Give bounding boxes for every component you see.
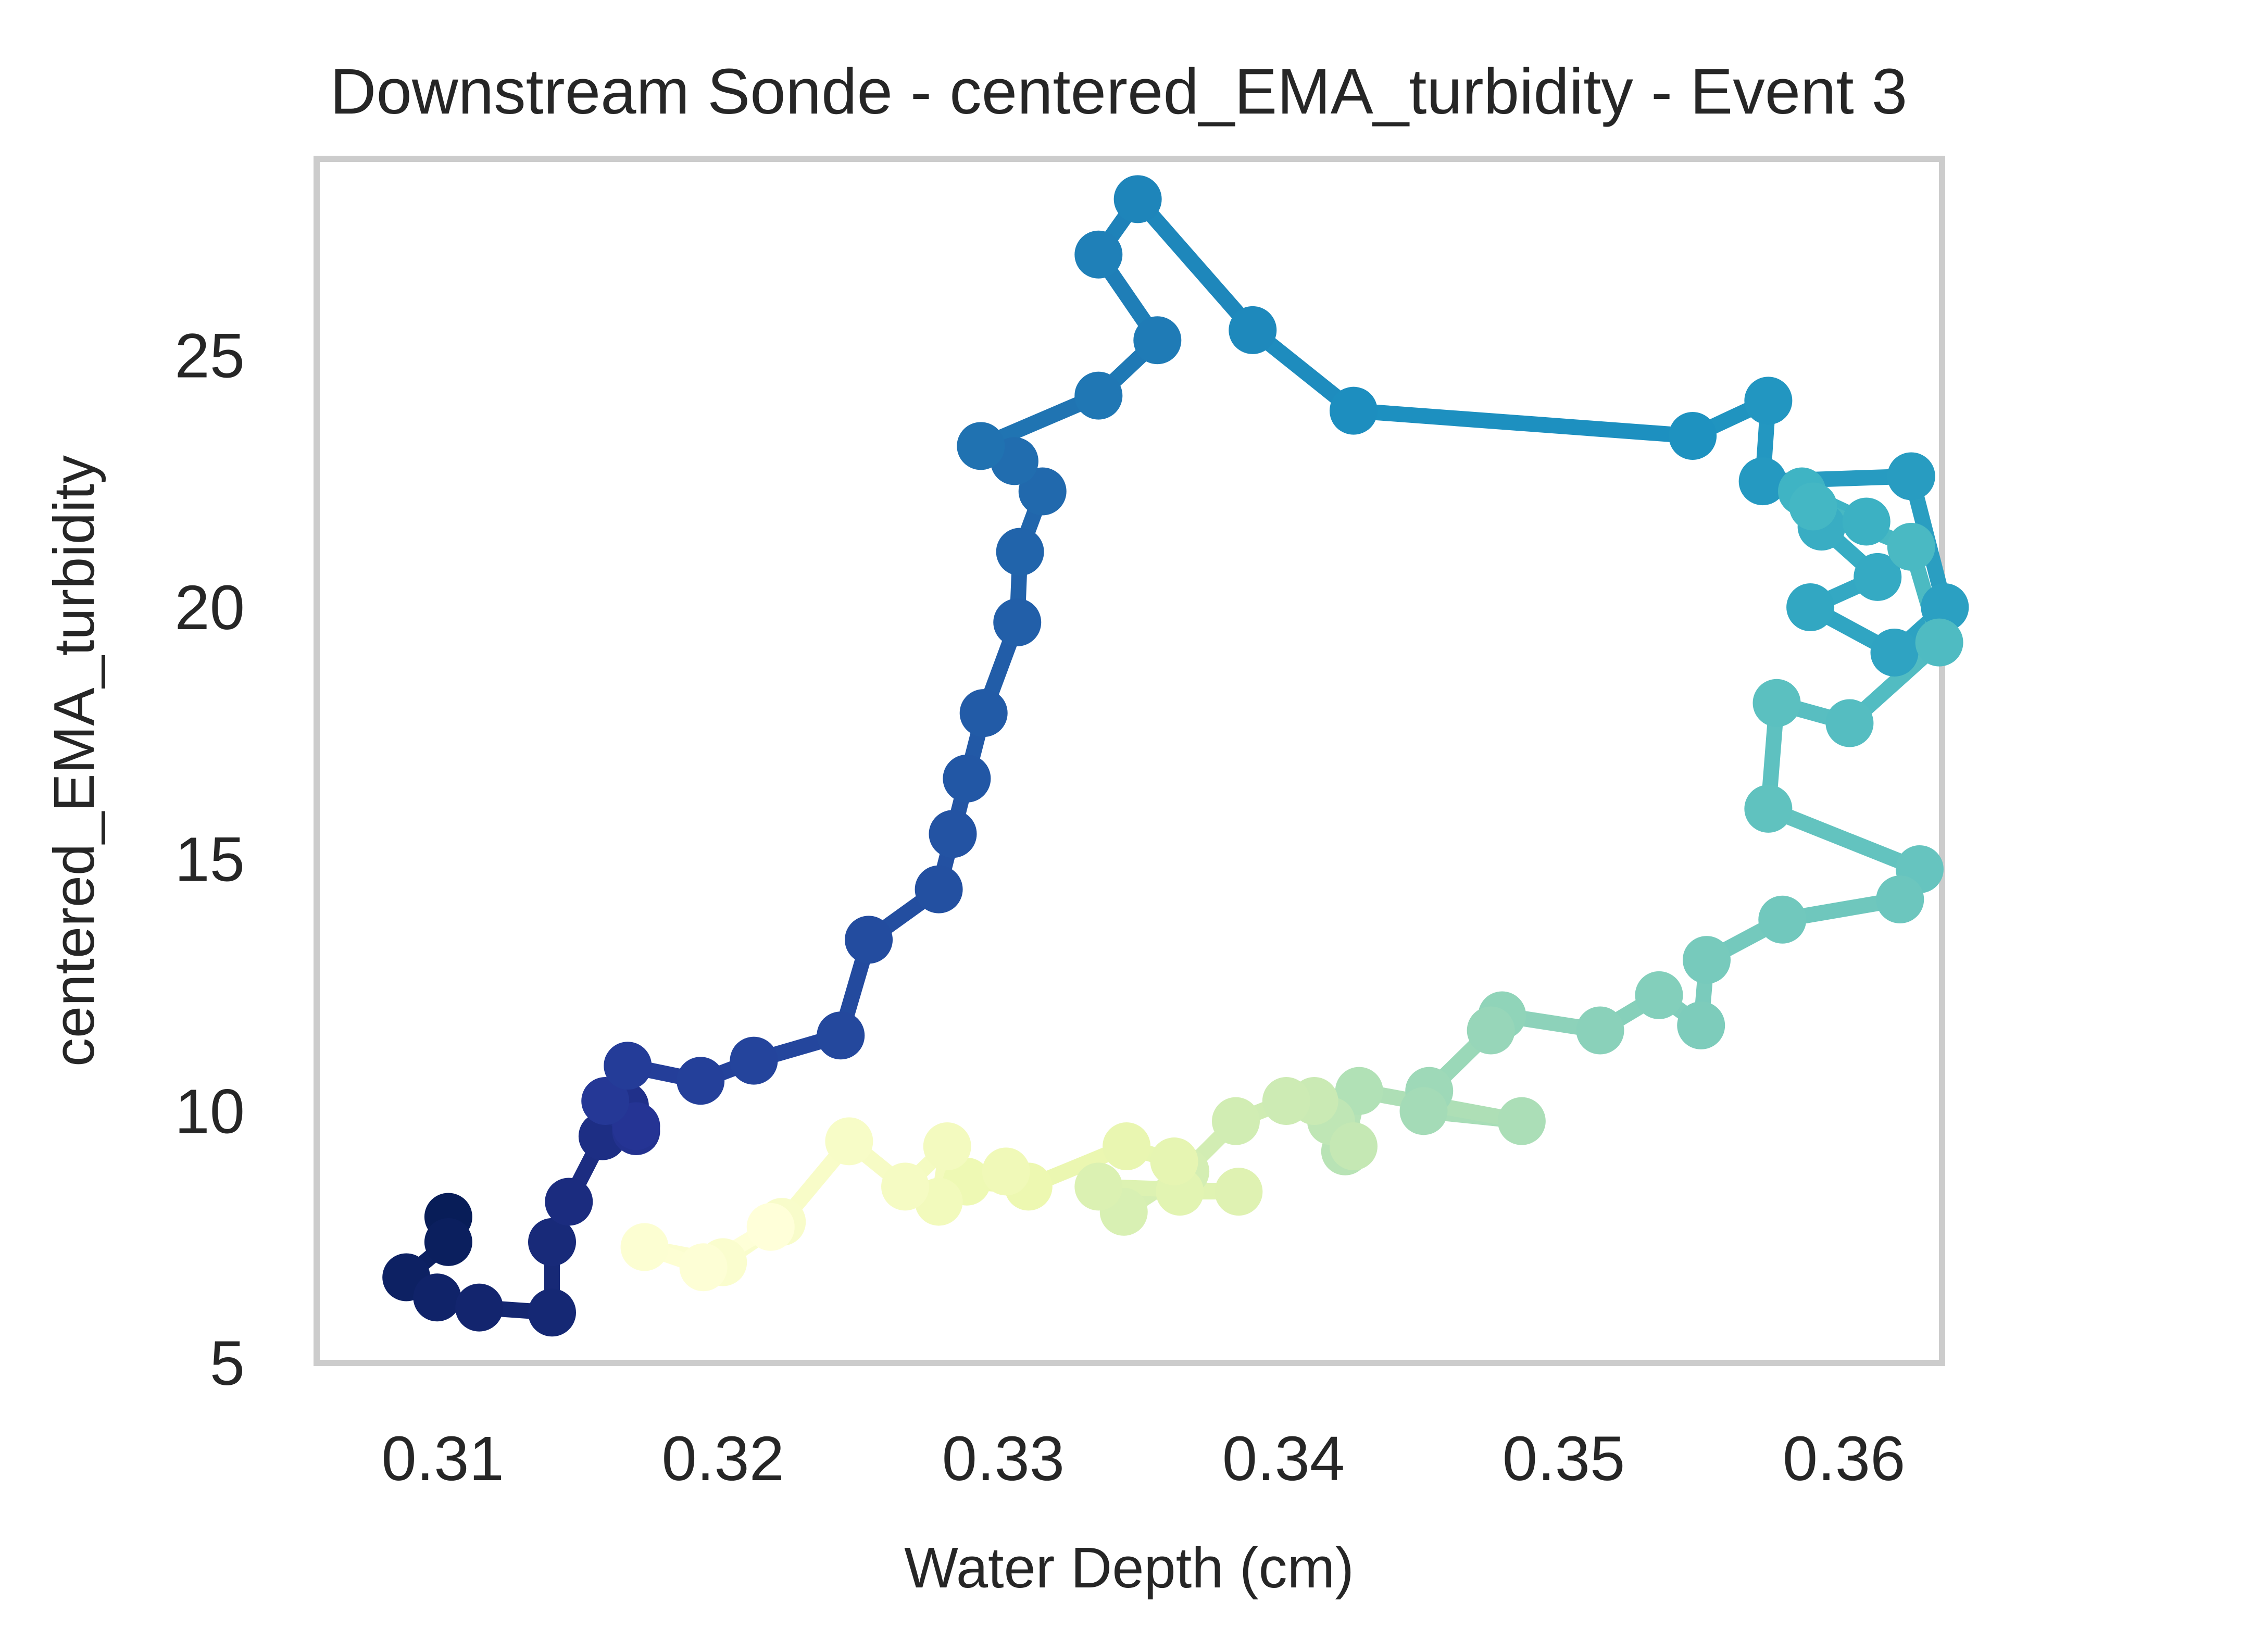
data-point bbox=[424, 1218, 472, 1266]
data-point bbox=[1789, 482, 1837, 531]
data-point bbox=[1870, 629, 1919, 677]
data-point bbox=[1335, 1067, 1383, 1115]
data-point bbox=[581, 1077, 630, 1125]
x-tick-label: 0.33 bbox=[942, 1423, 1065, 1494]
data-point bbox=[1329, 386, 1378, 435]
data-point bbox=[1887, 522, 1935, 571]
x-tick-label: 0.36 bbox=[1783, 1423, 1906, 1494]
data-point bbox=[679, 1243, 728, 1292]
data-point bbox=[1576, 1006, 1624, 1055]
data-point bbox=[915, 865, 963, 913]
data-point bbox=[1682, 936, 1731, 984]
data-point bbox=[746, 1203, 795, 1251]
data-point bbox=[1752, 679, 1801, 727]
data-layer bbox=[382, 175, 1969, 1337]
y-axis-ticks: 5 10 15 20 25 bbox=[174, 320, 245, 1398]
x-axis-ticks: 0.31 0.32 0.33 0.34 0.35 0.36 bbox=[381, 1423, 1905, 1494]
data-point bbox=[528, 1288, 577, 1337]
line-segment bbox=[1760, 800, 1927, 877]
data-point bbox=[1635, 971, 1683, 1019]
x-tick-label: 0.31 bbox=[381, 1423, 504, 1494]
x-tick-label: 0.32 bbox=[661, 1423, 784, 1494]
data-point bbox=[959, 689, 1008, 737]
data-point bbox=[957, 422, 1005, 470]
data-point bbox=[1876, 875, 1924, 924]
data-point bbox=[1921, 583, 1969, 631]
data-point bbox=[1786, 583, 1835, 631]
x-tick-label: 0.35 bbox=[1503, 1423, 1625, 1494]
data-point bbox=[1915, 618, 1963, 667]
data-point bbox=[1074, 371, 1123, 420]
line-segment bbox=[1345, 403, 1701, 444]
data-point bbox=[1229, 306, 1277, 354]
y-tick-label: 25 bbox=[174, 320, 245, 391]
y-tick-label: 5 bbox=[210, 1328, 245, 1398]
data-point bbox=[1399, 1087, 1448, 1135]
data-point bbox=[1887, 452, 1935, 500]
data-point bbox=[845, 916, 893, 964]
data-point bbox=[1842, 497, 1891, 546]
data-point bbox=[677, 1057, 725, 1105]
data-point bbox=[1744, 377, 1793, 425]
data-point bbox=[1113, 175, 1162, 223]
y-tick-label: 20 bbox=[174, 572, 245, 643]
data-point bbox=[1262, 1077, 1310, 1125]
data-point bbox=[996, 528, 1044, 576]
data-point bbox=[881, 1162, 930, 1211]
data-point bbox=[943, 754, 991, 803]
data-point bbox=[1329, 1122, 1378, 1171]
y-axis-label: centered_EMA_turbidity bbox=[42, 455, 106, 1067]
data-point bbox=[1854, 553, 1902, 601]
data-point bbox=[1211, 1097, 1260, 1145]
data-point bbox=[1677, 1001, 1725, 1049]
data-point bbox=[923, 1122, 971, 1171]
x-tick-label: 0.34 bbox=[1222, 1423, 1345, 1494]
data-point bbox=[1467, 1006, 1515, 1055]
series-0-points bbox=[382, 175, 1969, 1337]
data-point bbox=[455, 1283, 504, 1332]
data-point bbox=[1074, 230, 1123, 279]
data-point bbox=[1074, 1162, 1123, 1211]
data-point bbox=[1497, 1097, 1546, 1145]
data-point bbox=[1825, 699, 1874, 747]
data-point bbox=[1669, 412, 1717, 460]
data-point bbox=[825, 1117, 873, 1166]
data-point bbox=[545, 1178, 593, 1226]
data-point bbox=[1018, 467, 1067, 516]
line-segment bbox=[1130, 191, 1261, 338]
data-point bbox=[1215, 1168, 1263, 1216]
data-point bbox=[413, 1273, 461, 1322]
data-point bbox=[604, 1042, 652, 1090]
data-point bbox=[982, 1147, 1030, 1196]
data-point bbox=[1103, 1122, 1151, 1171]
y-tick-label: 15 bbox=[174, 824, 245, 895]
data-point bbox=[817, 1011, 865, 1060]
data-point bbox=[1744, 784, 1793, 833]
data-point bbox=[1133, 316, 1182, 365]
data-point bbox=[993, 598, 1042, 646]
data-point bbox=[620, 1223, 669, 1271]
data-point bbox=[929, 810, 977, 858]
data-point bbox=[1758, 895, 1807, 944]
x-axis-label: Water Depth (cm) bbox=[904, 1536, 1354, 1600]
y-tick-label: 10 bbox=[174, 1075, 245, 1146]
data-point bbox=[1738, 457, 1787, 506]
chart-title: Downstream Sonde - centered_EMA_turbidit… bbox=[330, 56, 1908, 128]
data-point bbox=[528, 1218, 577, 1266]
data-point bbox=[1150, 1137, 1198, 1186]
data-point bbox=[730, 1036, 778, 1085]
